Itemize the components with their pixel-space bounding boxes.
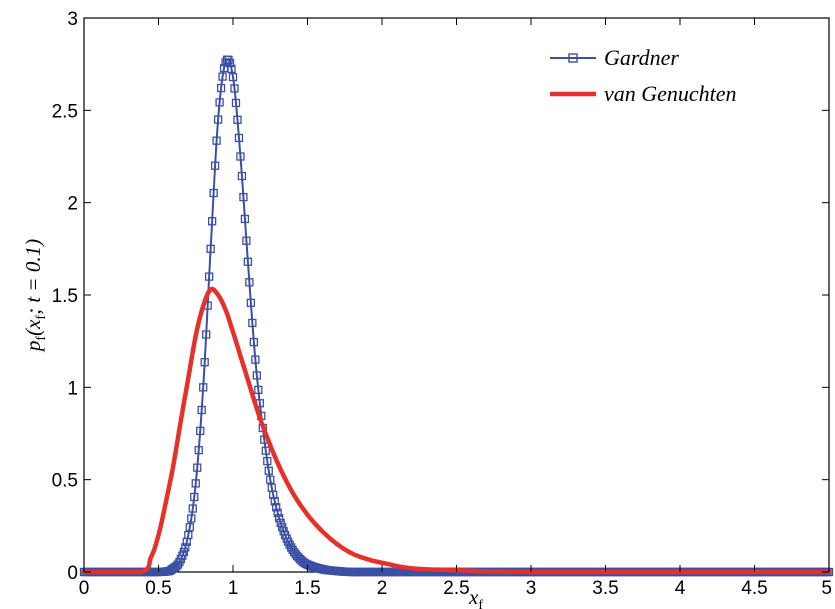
data-point [193,463,202,472]
y-tick-label: 0.5 [52,471,78,492]
data-point [210,161,220,170]
data-point [206,244,215,253]
data-point [216,83,226,93]
data-point [207,217,217,226]
legend-label: Gardner [604,45,679,70]
data-point [202,330,211,339]
x-tick-label: 0.5 [145,578,171,599]
data-point [273,508,282,518]
series-line-1 [81,286,832,575]
y-tick-label: 1 [67,378,78,399]
legend-swatch-marker [568,53,578,63]
data-point [249,337,259,347]
data-point [254,385,263,395]
x-tick-label: 1 [228,578,239,599]
data-point [191,479,200,488]
data-point [264,466,273,475]
data-point [230,84,239,93]
data-point [270,497,279,506]
data-point [184,530,193,540]
y-tick-label: 3 [67,9,78,30]
data-point [266,475,275,484]
data-point [261,446,270,455]
data-point [236,152,245,161]
y-tick-label: 0 [67,563,78,584]
data-point [275,514,284,523]
data-point [245,278,254,287]
data-point [248,318,257,328]
data-point [225,58,235,68]
x-tick-label: 3 [526,578,537,599]
data-point [215,98,224,107]
x-tick-label: 2 [377,578,388,599]
x-tick-label: 5 [821,578,832,599]
y-axis-label: pf(xf; t = 0.1) [21,239,49,353]
data-point [212,136,221,145]
data-point [239,192,248,202]
data-point [205,272,214,281]
data-point [228,72,238,82]
x-tick-label: 1.5 [294,578,320,599]
data-point [234,133,244,143]
data-point [240,214,250,224]
y-tick-label: 2.5 [52,101,78,122]
data-point [190,492,199,502]
data-point [209,188,218,198]
y-tick-label: 2 [67,194,78,215]
data-point [272,503,281,512]
data-point [200,358,209,367]
data-point [187,514,196,523]
data-point [276,518,285,528]
data-point [194,446,203,455]
data-point [213,115,223,124]
data-point [181,543,190,552]
x-tick-label: 0 [79,578,90,599]
data-point [185,523,194,532]
x-tick-label: 4 [675,578,686,599]
data-point [188,504,197,513]
data-point [199,383,208,392]
x-tick-label: 4.5 [741,578,767,599]
legend-label: van Genuchten [604,81,737,106]
series-layer [79,55,834,577]
data-point [197,405,206,415]
data-point [252,371,261,380]
data-point [179,547,188,557]
data-point [251,355,260,364]
data-point [263,456,272,466]
data-point [218,72,227,81]
x-tick-label: 3.5 [592,578,618,599]
data-point [196,426,205,436]
data-point [231,98,241,108]
x-axis-label: xf [468,585,483,609]
data-point [233,115,242,124]
data-point [246,298,256,308]
data-point [242,236,251,245]
data-point [237,171,247,181]
legend: Gardner van Genuchten [550,45,737,106]
data-point [243,257,253,266]
y-tick-label: 1.5 [52,286,78,307]
ticks-layer: 0 0.5 1 1.5 2 2.5 3 3.5 4 4.5 5 0 0.5 1 1.5 2 2.5 3 [52,9,832,599]
data-point [227,64,236,74]
x-tick-label: 2.5 [443,578,469,599]
